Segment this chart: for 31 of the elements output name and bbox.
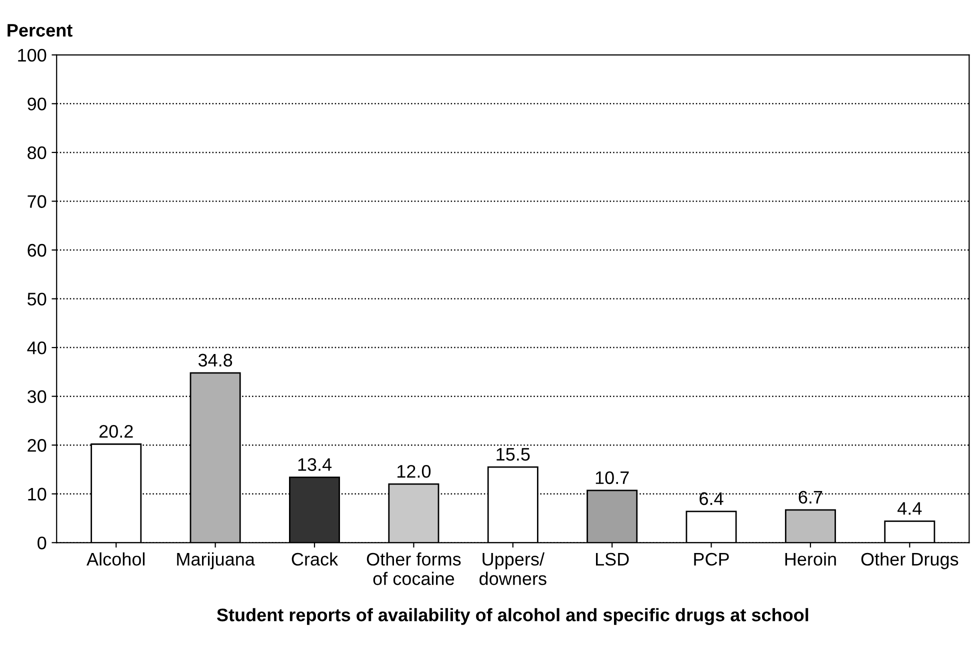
y-tick-label: 20 [28,439,46,452]
y-tick-label: 40 [27,341,46,354]
y-tick-label: 60 [28,244,46,257]
data-label: 34.8 [198,354,232,367]
y-tick-label: 70 [28,195,46,208]
x-tick-label: Uppers/ downers [480,552,546,586]
x-tick-label: Heroin [785,552,836,566]
y-tick-label: 0 [38,536,46,550]
x-tick-label: Marijuana [177,552,255,570]
y-axis-title: Percent [8,24,72,37]
x-tick-label: Other forms of cocaine [366,552,461,586]
x-tick-label: PCP [694,552,729,566]
x-tick-label: Alcohol [86,552,145,566]
x-tick-label: LSD [596,552,629,566]
data-label: 20.2 [99,424,133,438]
x-axis-title: Student reports of availability of alcohol and specific drugs at school [216,608,808,625]
data-label: 4.4 [898,502,922,515]
data-label: 6.4 [700,492,724,506]
data-label: 15.5 [496,448,530,461]
data-label: 6.7 [798,490,822,504]
x-tick-label: Other Drugs [861,552,958,570]
y-tick-label: 30 [27,390,46,404]
y-tick-label: 50 [28,292,46,306]
y-tick-label: 100 [18,48,46,62]
data-label: 13.4 [298,458,332,471]
y-tick-label: 90 [28,98,46,110]
y-tick-label: 10 [28,488,46,501]
data-label: 10.7 [596,471,629,484]
data-label: 12.0 [398,464,431,478]
y-tick-label: 80 [28,146,46,160]
x-tick-label: Crack [292,552,338,566]
